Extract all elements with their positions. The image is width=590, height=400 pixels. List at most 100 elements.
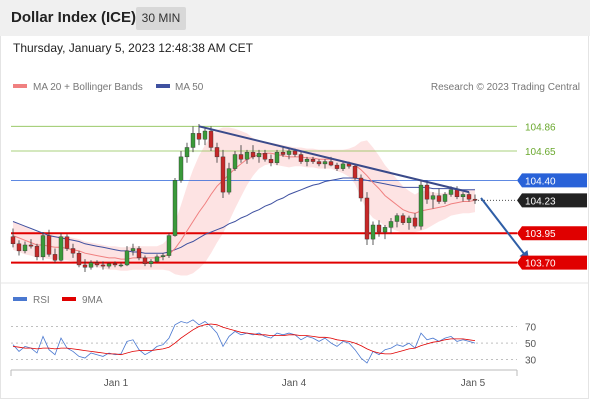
main-legend: MA 20 + Bollinger Bands MA 50 Research ©…: [13, 82, 580, 93]
candle-body: [202, 130, 208, 140]
rsi-ma-legend-swatch: [62, 297, 76, 301]
candle-body: [220, 156, 226, 193]
support-level-label: 103.70: [525, 259, 556, 270]
candle-body: [472, 198, 478, 201]
candle-body: [40, 235, 46, 257]
instrument-title: Dollar Index (ICE): [11, 9, 137, 26]
pivot-level-label: 104.40: [525, 176, 556, 187]
resistance-trend-line: [198, 125, 470, 194]
candle-body: [406, 217, 412, 223]
candle-body: [430, 195, 436, 200]
candle-body: [154, 256, 160, 262]
candle-body: [262, 153, 268, 160]
candle-body: [466, 194, 472, 200]
candle-body: [22, 244, 28, 252]
candle-body: [298, 154, 304, 162]
rsi-ma-line: [12, 323, 476, 356]
candle-body: [238, 154, 244, 160]
candle-body: [442, 194, 448, 202]
candle-body: [46, 235, 52, 255]
candle-body: [268, 159, 274, 163]
candle-body: [166, 235, 172, 256]
candle-body: [118, 264, 124, 267]
candle-body: [76, 253, 82, 266]
rsi-tick-label: 70: [525, 322, 537, 333]
candle-body: [88, 262, 94, 268]
rsi-plot-area: 70 50 30: [11, 319, 537, 367]
candle-body: [424, 184, 430, 200]
candle-body: [250, 151, 256, 158]
candle-body: [214, 147, 220, 158]
ma50-legend-swatch: [156, 84, 170, 88]
support-level-label: 103.95: [525, 229, 556, 240]
rsi-tick-label: 30: [525, 356, 537, 367]
header-bar: Dollar Index (ICE) 30 MIN: [0, 0, 590, 36]
resistance-level-label: 104.86: [525, 122, 556, 133]
x-tick-label: Jan 1: [104, 378, 129, 389]
bollinger-band: [13, 127, 475, 276]
main-plot-area: 104.86 104.65 104.40 104.23 103.95 103.70: [10, 122, 587, 276]
ma20-legend-swatch: [13, 84, 27, 88]
ma20-line: [12, 152, 476, 260]
rsi-line: [12, 319, 476, 364]
candle-body: [370, 224, 376, 240]
candle-body: [100, 264, 106, 267]
support-badge: [517, 255, 587, 270]
candle-body: [142, 257, 148, 264]
candle-body: [94, 262, 100, 266]
candle-body: [28, 244, 34, 247]
candle-body: [322, 161, 328, 165]
current-price-label: 104.23: [525, 196, 556, 207]
candle-body: [82, 264, 88, 268]
candle-body: [124, 250, 130, 266]
chart-frame: [0, 36, 589, 399]
copyright-text: Research © 2023 Trading Central: [431, 82, 580, 93]
pivot-badge: [517, 173, 587, 188]
candle-body: [388, 221, 394, 228]
candle-body: [16, 243, 22, 252]
candle-body: [70, 248, 76, 254]
x-tick-label: Jan 4: [282, 378, 307, 389]
candle-body: [448, 189, 454, 195]
rsi-tick-label: 50: [525, 339, 537, 350]
candle-body: [418, 184, 424, 227]
candle-body: [58, 236, 64, 261]
candle-body: [394, 215, 400, 222]
candle-body: [382, 227, 388, 233]
rsi-legend: RSI 9MA: [13, 295, 103, 306]
candle-body: [136, 248, 142, 259]
candle-body: [196, 133, 202, 140]
candle-body: [364, 197, 370, 240]
candle-body: [454, 189, 460, 198]
candle-body: [274, 151, 280, 163]
candle-body: [130, 248, 136, 252]
x-tick-label: Jan 5: [461, 378, 486, 389]
candle-body: [34, 245, 40, 257]
candle-body: [304, 159, 310, 162]
candle-body: [358, 177, 364, 199]
candle-body: [352, 166, 358, 179]
candle-body: [52, 254, 58, 261]
candle-body: [340, 163, 346, 169]
candle-body: [436, 195, 442, 202]
candle-body: [172, 180, 178, 236]
candle-body: [286, 150, 292, 155]
candle-body: [190, 133, 196, 148]
candle-body: [226, 168, 232, 193]
rsi-ma-legend-label: 9MA: [82, 295, 103, 306]
candle-body: [178, 156, 184, 181]
candle-body: [412, 217, 418, 227]
projection-arrow: [480, 197, 530, 261]
candle-body: [112, 263, 118, 266]
rsi-legend-swatch: [13, 297, 27, 301]
ma20-legend-label: MA 20 + Bollinger Bands: [33, 82, 143, 93]
ma50-legend-label: MA 50: [175, 82, 204, 93]
candle-body: [292, 150, 298, 155]
interval-button[interactable]: 30 MIN: [136, 7, 186, 30]
candle-body: [160, 255, 166, 257]
candle-body: [280, 151, 286, 155]
candle-body: [328, 161, 334, 166]
rsi-legend-label: RSI: [33, 295, 50, 306]
ma50-line: [12, 177, 475, 254]
